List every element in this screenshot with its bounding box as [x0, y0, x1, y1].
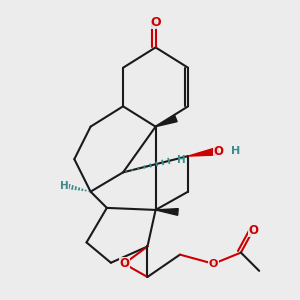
Text: H: H: [177, 155, 186, 165]
Text: O: O: [119, 257, 129, 270]
Text: O: O: [209, 259, 218, 269]
Polygon shape: [156, 116, 177, 127]
Text: O: O: [150, 16, 161, 28]
Text: H: H: [231, 146, 241, 156]
Polygon shape: [156, 208, 178, 215]
Text: H: H: [60, 181, 68, 190]
Polygon shape: [188, 147, 219, 156]
Text: O: O: [248, 224, 258, 237]
Text: O: O: [214, 145, 224, 158]
